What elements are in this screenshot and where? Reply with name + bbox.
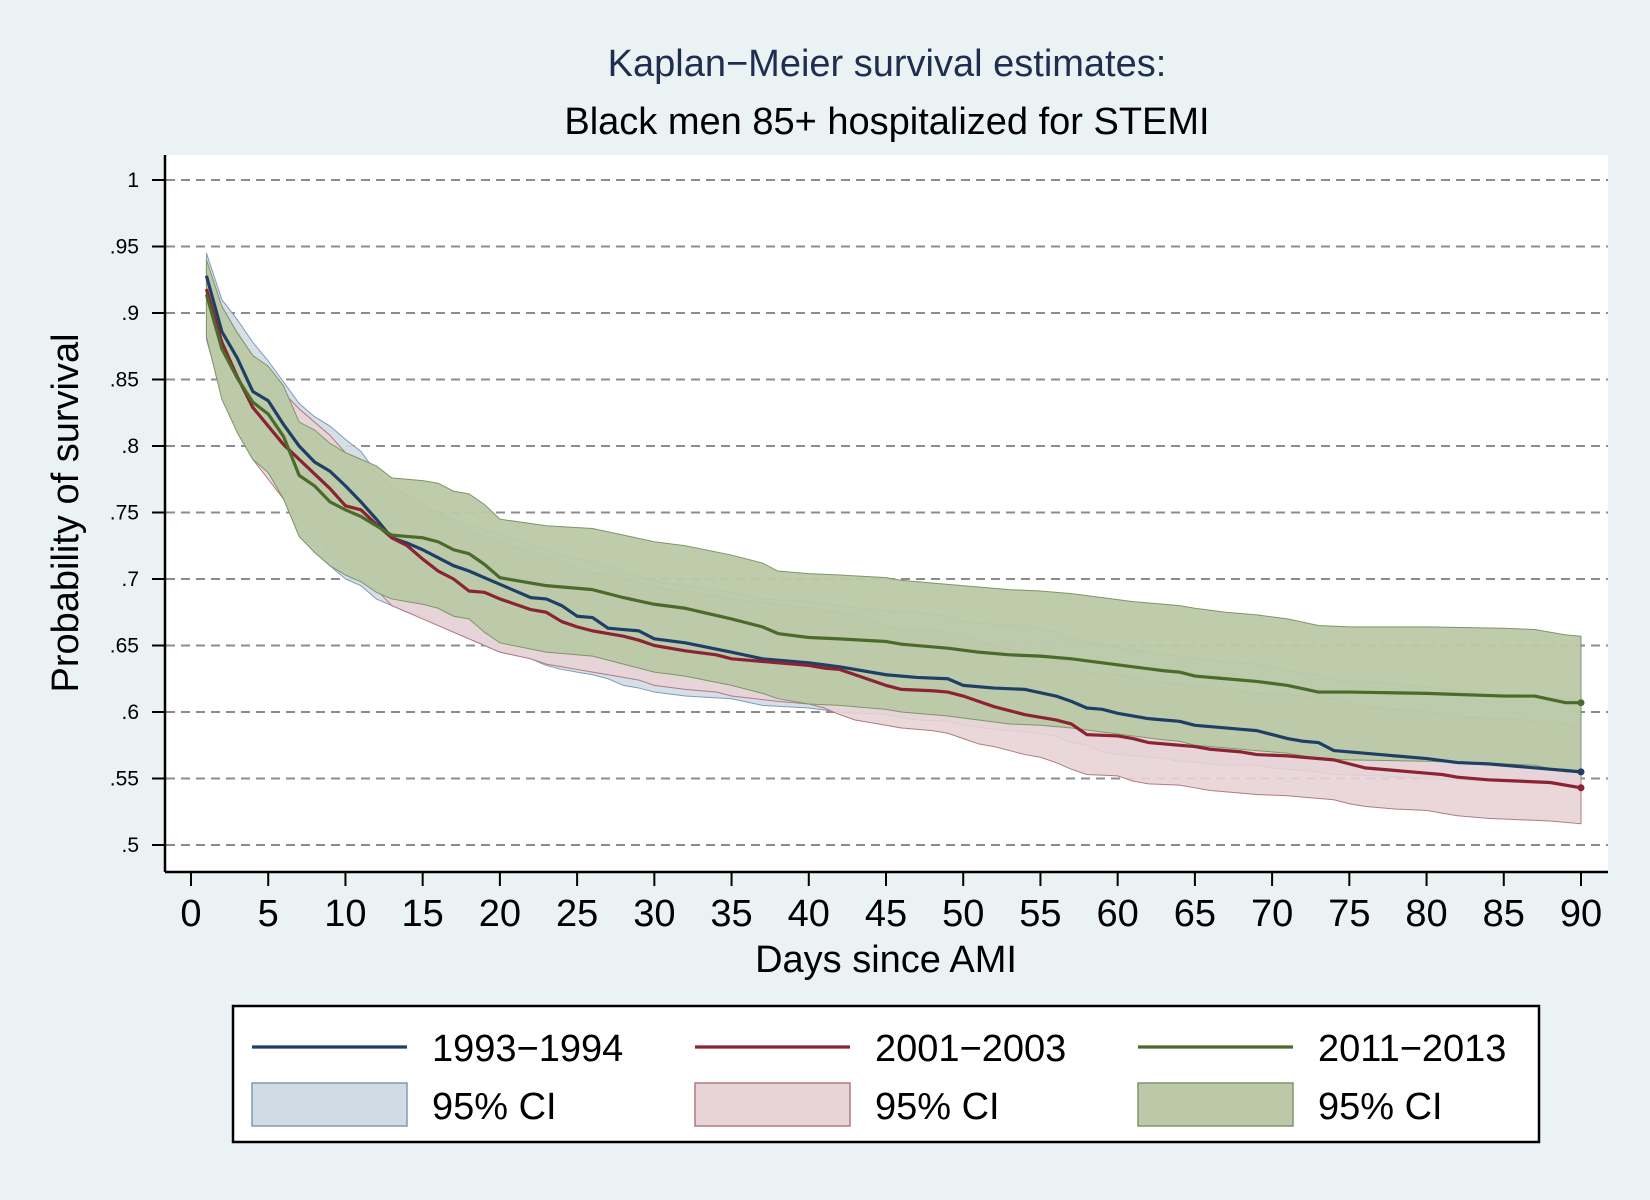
legend: 1993−1994 95% CI 2001−2003 95% CI 2011−2013 9… <box>231 1004 1541 1144</box>
y-tick-label: .5 <box>121 834 139 857</box>
legend-ci-swatch <box>251 1082 408 1127</box>
x-tick-label: 85 <box>1483 893 1525 935</box>
legend-ci-label: 95% CI <box>432 1086 557 1128</box>
y-tick-label: .9 <box>121 302 139 325</box>
x-tick-label: 15 <box>402 893 444 935</box>
x-tick-label: 30 <box>633 893 675 935</box>
x-tick-label: 35 <box>710 893 752 935</box>
legend-ci-label: 95% CI <box>875 1086 1000 1128</box>
legend-series-label: 2001−2003 <box>875 1028 1066 1070</box>
line-end-point <box>1577 784 1585 792</box>
y-tick-label: .85 <box>110 369 139 392</box>
survival-line-1 <box>204 275 1582 774</box>
survival-curves <box>204 275 1585 792</box>
y-tick-label: .65 <box>110 635 139 658</box>
y-ticks: .5 .55 .6 .65 .7 .75 .8 .85 .9 .95 1 <box>110 169 165 857</box>
survival-line-3 <box>204 293 1581 705</box>
legend-box <box>231 1004 1541 1144</box>
x-tick-label: 70 <box>1251 893 1293 935</box>
x-ticks: 0 5 10 15 20 25 30 35 40 45 50 55 60 65 70 75 80 85 90 <box>180 872 1602 935</box>
chart-title: Kaplan−Meier survival estimates: <box>608 43 1167 85</box>
x-tick-label: 25 <box>556 893 598 935</box>
x-tick-label: 0 <box>180 893 201 935</box>
legend-series-label: 1993−1994 <box>432 1028 623 1070</box>
x-tick-label: 75 <box>1328 893 1370 935</box>
y-tick-label: 1 <box>127 169 139 192</box>
x-tick-label: 60 <box>1097 893 1139 935</box>
y-axis-label: Probability of survival <box>45 333 87 692</box>
x-tick-label: 80 <box>1405 893 1447 935</box>
legend-ci-swatch <box>1137 1082 1294 1127</box>
legend-ci-label: 95% CI <box>1318 1086 1443 1128</box>
legend-entries: 1993−1994 95% CI 2001−2003 95% CI 2011−2013 9… <box>251 1028 1506 1128</box>
x-tick-label: 5 <box>258 893 279 935</box>
x-axis-label: Days since AMI <box>755 939 1017 981</box>
legend-ci-swatch <box>694 1082 851 1127</box>
x-tick-label: 90 <box>1560 893 1602 935</box>
x-tick-label: 20 <box>479 893 521 935</box>
x-tick-label: 65 <box>1174 893 1216 935</box>
x-tick-label: 55 <box>1019 893 1061 935</box>
x-tick-label: 45 <box>865 893 907 935</box>
y-tick-label: .55 <box>110 768 139 791</box>
y-tick-label: .75 <box>110 502 139 525</box>
legend-series-label: 2011−2013 <box>1318 1028 1506 1070</box>
y-tick-label: .95 <box>110 236 139 259</box>
line-end-point <box>1577 699 1585 707</box>
x-tick-label: 10 <box>324 893 366 935</box>
y-tick-label: .6 <box>121 701 139 724</box>
x-tick-label: 40 <box>788 893 830 935</box>
confidence-bands <box>205 252 1582 825</box>
chart-subtitle: Black men 85+ hospitalized for STEMI <box>564 101 1209 143</box>
x-tick-label: 50 <box>942 893 984 935</box>
y-tick-label: .7 <box>121 568 139 591</box>
line-end-point <box>1577 768 1585 776</box>
y-tick-label: .8 <box>121 435 139 458</box>
